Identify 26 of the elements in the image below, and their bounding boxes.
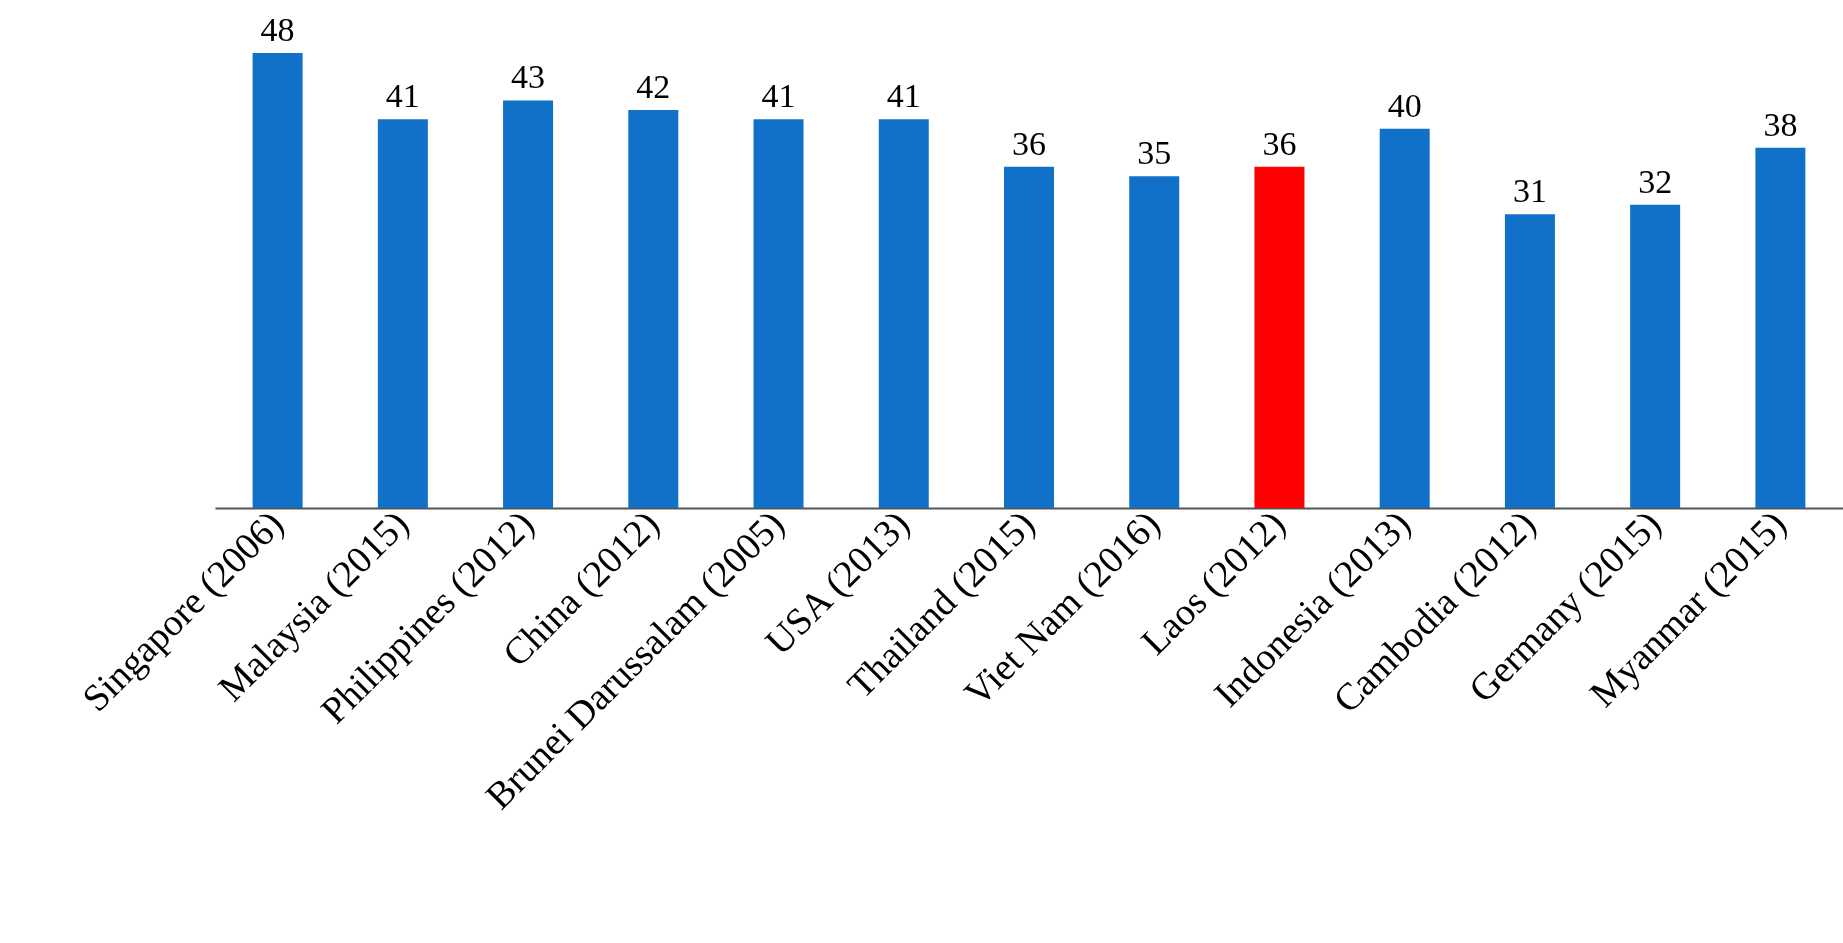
data-label: 35 (1137, 134, 1172, 172)
bar (1379, 128, 1430, 508)
bar (878, 119, 929, 508)
bar (503, 100, 554, 508)
bar (753, 119, 804, 508)
bar (1755, 147, 1806, 508)
data-label: 36 (1012, 124, 1046, 162)
bar (1004, 166, 1054, 508)
data-label: 40 (1387, 86, 1422, 124)
bar (1504, 214, 1555, 508)
bar (1254, 166, 1305, 508)
data-label: 42 (636, 67, 671, 105)
data-label: 43 (511, 58, 546, 96)
bar (628, 109, 679, 508)
data-label: 36 (1262, 124, 1297, 162)
bar (1630, 204, 1681, 508)
data-label: 31 (1512, 172, 1547, 210)
data-label: 38 (1763, 105, 1798, 143)
data-label: 48 (260, 11, 295, 48)
bar (1129, 176, 1180, 508)
data-label: 41 (886, 77, 921, 115)
data-label: 32 (1638, 162, 1673, 200)
data-label: 41 (761, 77, 796, 115)
bar (377, 119, 428, 508)
data-label: 41 (385, 77, 420, 115)
bar (252, 53, 303, 508)
